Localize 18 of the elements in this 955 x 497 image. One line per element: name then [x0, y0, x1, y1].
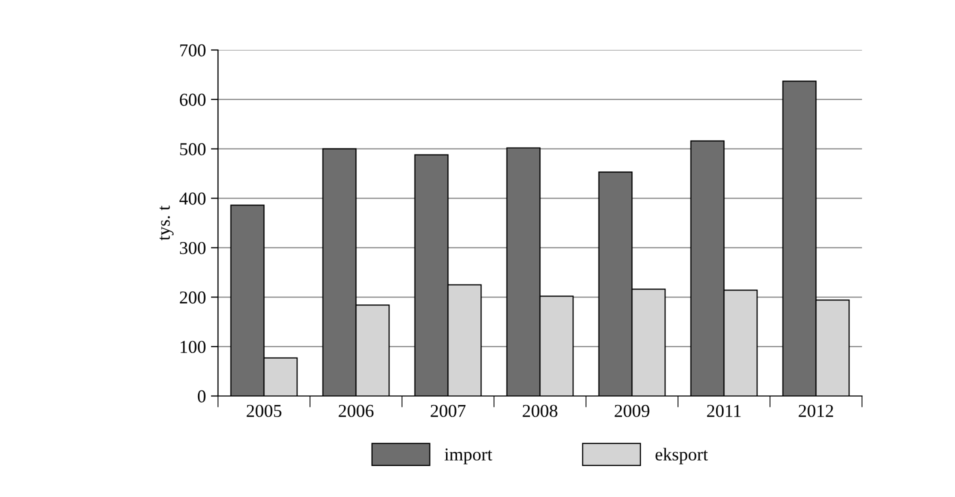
y-tick-label: 200: [180, 291, 206, 304]
x-tick-label: 2011: [707, 404, 741, 418]
y-tick-label: 600: [180, 94, 206, 106]
x-tick-label: 2009: [614, 404, 650, 418]
y-tick-label: 400: [179, 192, 206, 205]
y-tick-label: 0: [198, 390, 206, 402]
y-axis-title: tys. t: [159, 206, 174, 240]
x-tick-label: 2008: [522, 404, 558, 418]
legend-label: eksport: [656, 448, 708, 464]
y-tick-label: 300: [180, 242, 206, 254]
x-tick-label: 2005: [246, 404, 282, 418]
x-tick-label: 2007: [430, 404, 466, 418]
y-tick-label: 700: [180, 44, 206, 56]
x-tick-label: 2012: [798, 404, 834, 418]
legend-label: import: [444, 448, 492, 464]
x-tick-label: 2006: [338, 404, 374, 418]
y-tick-label: 500: [180, 143, 206, 156]
y-tick-label: 100: [180, 340, 206, 354]
